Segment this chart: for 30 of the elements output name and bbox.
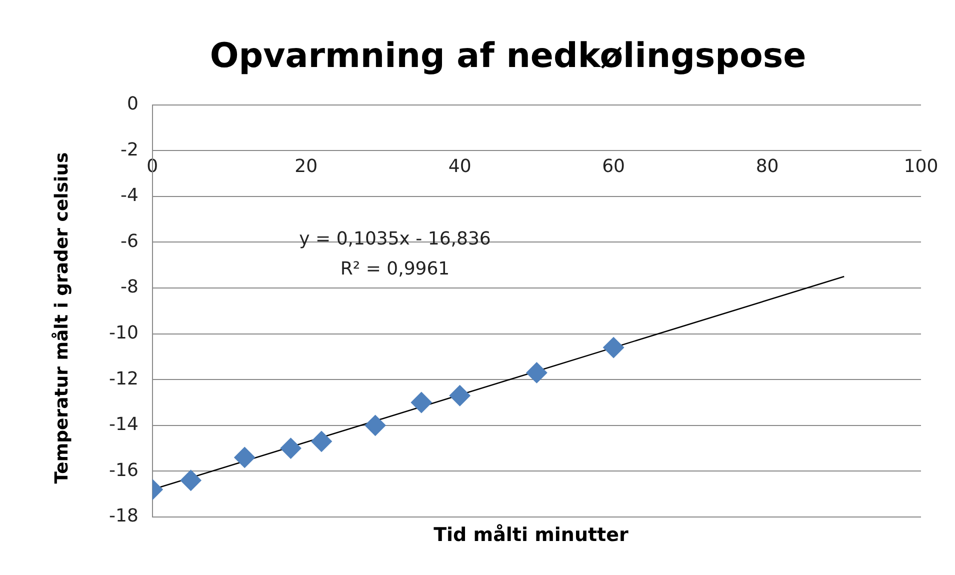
y-tick-label: -4 <box>120 185 138 206</box>
point <box>410 392 432 413</box>
y-tick-label: -10 <box>108 322 138 344</box>
y-tick-label: 0 <box>126 93 138 114</box>
point <box>449 385 470 406</box>
y-tick-label: -2 <box>120 139 138 160</box>
point <box>180 470 202 491</box>
point <box>364 414 386 436</box>
x-axis-title: Tid målti minutter <box>432 524 630 546</box>
chart-title: Opvarmning af nedkølingspose <box>210 36 806 76</box>
annotation: R² = 0,9961 <box>340 258 450 280</box>
x-tick-label: 100 <box>904 156 938 178</box>
y-tick-label: -12 <box>108 368 138 390</box>
point <box>280 438 302 459</box>
point <box>234 446 256 468</box>
y-tick-label: -14 <box>108 414 138 436</box>
y-tick-label: -18 <box>108 506 138 527</box>
x-tick-label: 0 <box>146 156 158 178</box>
y-tick-label: -8 <box>120 276 138 298</box>
y-axis-title: Temperatur målt i grader celsius <box>52 152 72 484</box>
point <box>603 337 624 358</box>
x-tick-label: 20 <box>294 156 318 178</box>
y-tick-label: -16 <box>108 460 138 481</box>
x-tick-label: 40 <box>448 156 472 178</box>
x-tick-label: 80 <box>756 156 779 178</box>
y-tick-label: -6 <box>120 230 138 252</box>
point <box>526 362 548 384</box>
x-tick-label: 60 <box>602 156 626 178</box>
annotation: y = 0,1035x - 16,836 <box>299 228 491 250</box>
point <box>310 430 332 452</box>
